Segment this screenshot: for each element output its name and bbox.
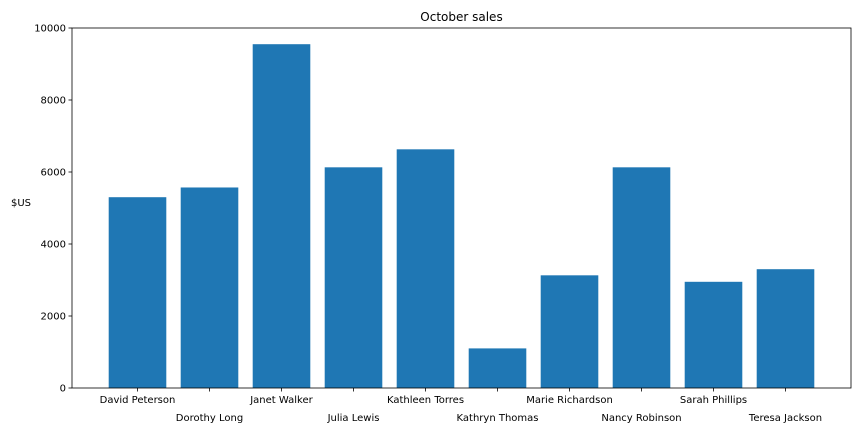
- x-tick-label: Dorothy Long: [176, 413, 243, 424]
- bar: [180, 187, 239, 388]
- y-tick-label: 0: [60, 384, 66, 395]
- bar: [108, 197, 167, 388]
- bar: [684, 281, 743, 388]
- y-tick-label: 4000: [41, 240, 66, 251]
- x-tick-label: Nancy Robinson: [601, 413, 681, 424]
- x-tick-label: Kathryn Thomas: [457, 413, 539, 424]
- bars-group: [108, 44, 815, 388]
- plot-frame: [71, 27, 852, 389]
- chart-title: October sales: [420, 10, 502, 24]
- bar: [252, 44, 311, 388]
- bar: [612, 167, 671, 388]
- bar: [468, 348, 527, 388]
- y-tick-label: 6000: [41, 168, 66, 179]
- y-ticks-group: 0 2000 4000 6000 8000 10000: [34, 24, 72, 395]
- x-tick-label: Teresa Jackson: [748, 413, 822, 424]
- x-tick-label: Sarah Phillips: [680, 395, 747, 406]
- y-tick-label: 8000: [41, 96, 66, 107]
- x-tick-label: Kathleen Torres: [387, 395, 464, 406]
- bar: [540, 275, 599, 388]
- y-axis-label: $US: [11, 198, 31, 209]
- bar: [324, 167, 383, 388]
- y-tick-label: 10000: [34, 24, 66, 35]
- bar: [396, 149, 455, 388]
- x-tick-label: Julia Lewis: [327, 413, 380, 424]
- bar: [756, 269, 815, 388]
- y-tick-label: 2000: [41, 312, 66, 323]
- x-tick-label: Janet Walker: [249, 395, 313, 406]
- x-tick-label: Marie Richardson: [526, 395, 613, 406]
- x-tick-label: David Peterson: [100, 395, 176, 406]
